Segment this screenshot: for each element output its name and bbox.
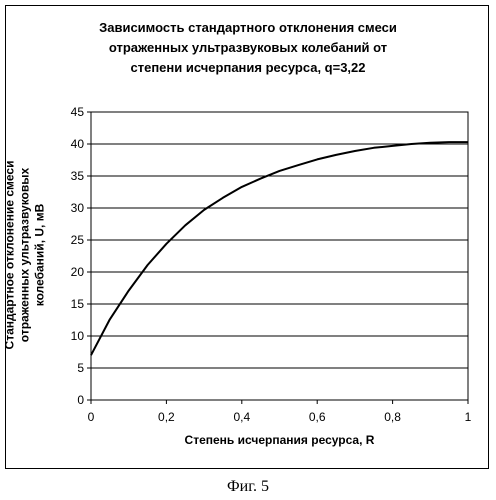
plot-area	[90, 111, 469, 401]
y-tick-label: 30	[71, 201, 85, 215]
y-tick-label: 40	[71, 137, 85, 151]
y-tick-label: 45	[71, 105, 85, 119]
y-tick-label: 15	[71, 297, 85, 311]
y-tick-label: 35	[71, 169, 85, 183]
figure-caption: Фиг. 5	[227, 478, 269, 495]
y-tick-label: 20	[71, 265, 85, 279]
x-axis-label: Степень исчерпания ресурса, R	[184, 433, 375, 447]
chart-title: Зависимость стандартного отклонения смес…	[99, 20, 397, 75]
x-tick-label: 0,4	[233, 410, 250, 424]
x-tick-label: 1	[465, 410, 472, 424]
x-tick-label: 0,8	[384, 410, 401, 424]
y-tick-label: 0	[77, 393, 84, 407]
y-tick-label: 25	[71, 233, 85, 247]
x-tick-label: 0,6	[309, 410, 326, 424]
y-tick-label: 10	[71, 329, 85, 343]
chart-frame	[5, 5, 489, 469]
x-tick-label: 0	[88, 410, 95, 424]
y-tick-label: 5	[77, 361, 84, 375]
series-line	[90, 141, 468, 356]
x-tick-label: 0,2	[158, 410, 175, 424]
